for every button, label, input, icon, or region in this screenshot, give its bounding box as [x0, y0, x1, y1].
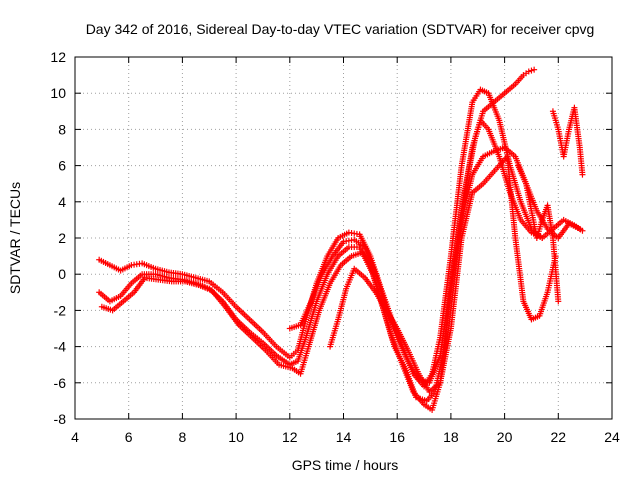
axis-ticks — [74, 56, 613, 420]
x-tick-label: 22 — [551, 429, 567, 445]
x-tick-label: 18 — [443, 429, 459, 445]
y-tick-label: 12 — [50, 49, 66, 65]
x-tick-label: 14 — [336, 429, 352, 445]
y-tick-label: -2 — [54, 302, 67, 318]
data-points — [96, 66, 586, 413]
x-tick-label: 4 — [71, 429, 79, 445]
y-tick-label: 2 — [58, 230, 66, 246]
data-point — [579, 171, 586, 178]
y-tick-label: 6 — [58, 158, 66, 174]
data-point — [531, 66, 538, 73]
x-tick-label: 12 — [282, 429, 298, 445]
x-tick-label: 6 — [125, 429, 133, 445]
x-tick-label: 16 — [389, 429, 405, 445]
grid-lines — [75, 57, 612, 419]
x-axis-label: GPS time / hours — [292, 457, 399, 473]
data-point — [525, 68, 532, 75]
x-tick-label: 8 — [179, 429, 187, 445]
x-tick-label: 24 — [604, 429, 620, 445]
data-point — [539, 235, 546, 241]
data-point — [555, 298, 562, 305]
y-tick-label: -6 — [54, 375, 67, 391]
data-point — [576, 225, 583, 232]
y-tick-label: 8 — [58, 121, 66, 137]
y-tick-label: 0 — [58, 266, 66, 282]
y-tick-label: 4 — [58, 194, 66, 210]
x-tick-labels: 4 6 8 10 12 14 16 18 20 22 24 — [71, 429, 620, 445]
y-tick-label: -8 — [54, 411, 67, 427]
y-axis-label: SDTVAR / TECUs — [7, 182, 23, 294]
y-tick-label: 10 — [50, 85, 66, 101]
x-tick-label: 10 — [228, 429, 244, 445]
data-point-interp — [528, 67, 535, 74]
chart-title: Day 342 of 2016, Sidereal Day-to-day VTE… — [86, 21, 595, 37]
y-tick-labels: -8 -6 -4 -2 0 2 4 6 8 10 12 — [50, 49, 66, 427]
y-tick-label: -4 — [54, 339, 67, 355]
x-tick-label: 20 — [497, 429, 513, 445]
